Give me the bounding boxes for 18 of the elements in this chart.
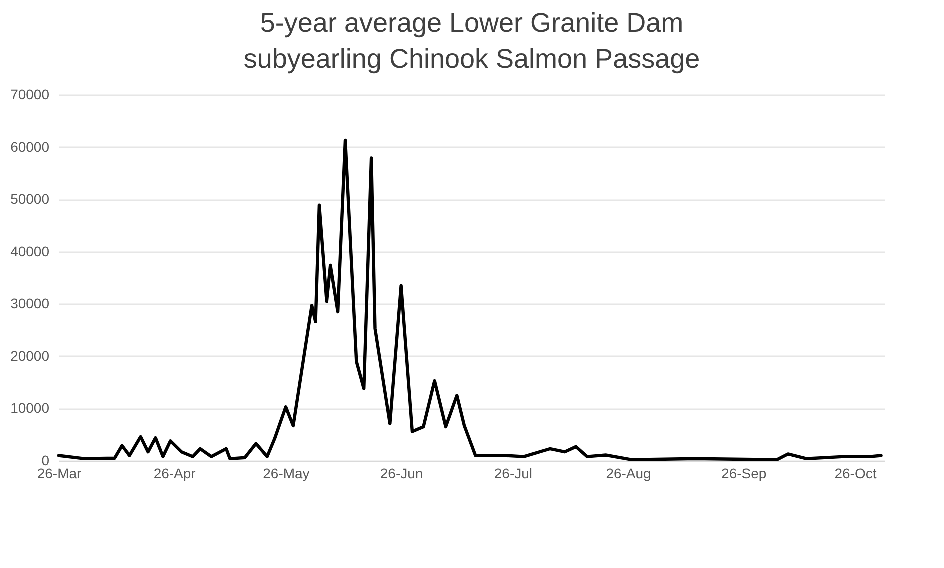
y-tick-label: 40000 xyxy=(10,243,50,260)
y-tick-label: 70000 xyxy=(10,86,50,102)
x-tick-label: 26-Jul xyxy=(494,466,532,482)
x-tick-label: 26-Sep xyxy=(722,466,767,482)
y-tick-label: 20000 xyxy=(10,348,50,364)
x-tick-label: 26-Oct xyxy=(834,466,877,482)
line-series xyxy=(57,138,883,462)
chart-title: 5-year average Lower Granite Dam subyearling Chinook Salmon Passage xyxy=(244,8,700,74)
x-tick-label: 26-Apr xyxy=(154,466,196,482)
y-tick-label: 0 xyxy=(42,452,50,468)
x-tick-label: 26-Aug xyxy=(606,466,652,482)
y-tick-label: 30000 xyxy=(10,296,50,312)
x-tick-label: 26-Jun xyxy=(380,466,424,482)
x-tick-label: 26-Mar xyxy=(37,466,82,482)
y-tick-label: 50000 xyxy=(10,191,50,208)
x-tick-label: 26-May xyxy=(263,466,310,482)
y-tick-label: 60000 xyxy=(10,138,50,155)
y-tick-label: 10000 xyxy=(10,400,50,416)
